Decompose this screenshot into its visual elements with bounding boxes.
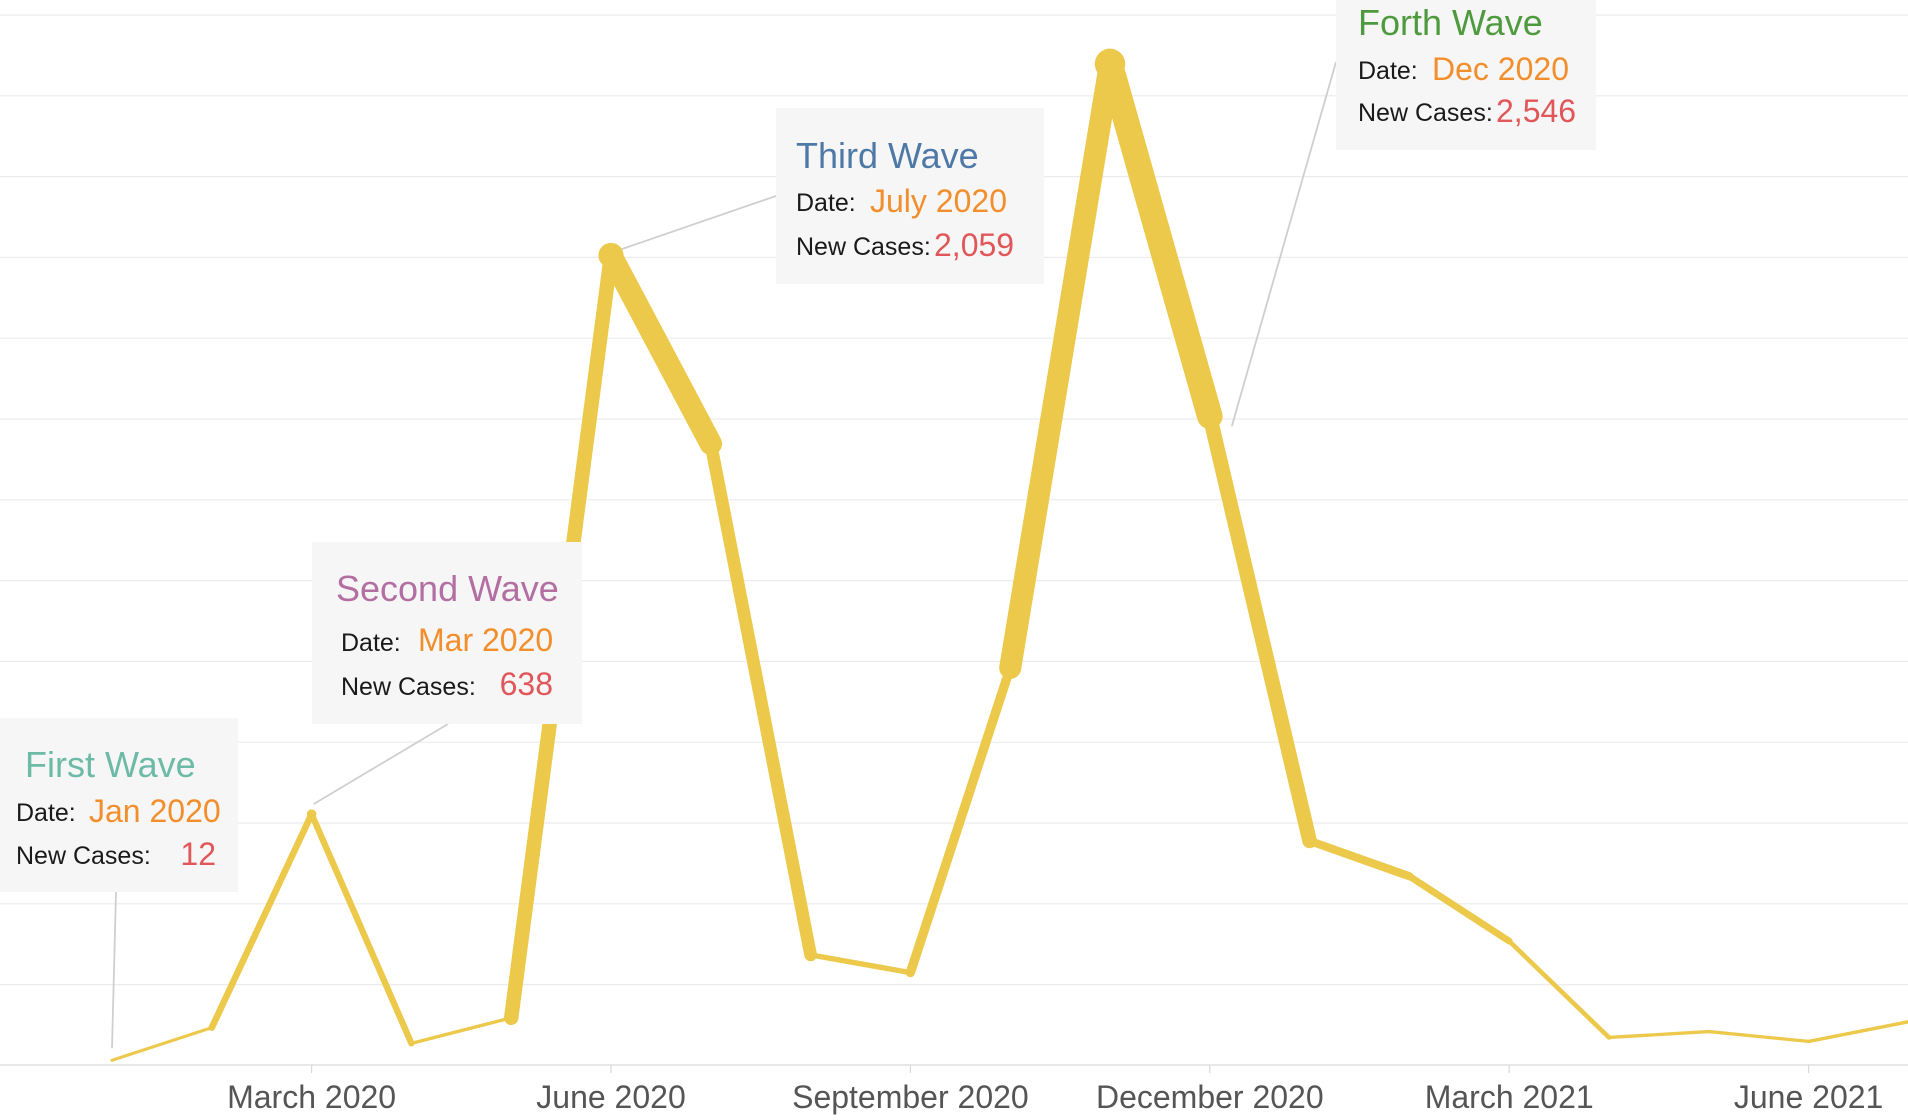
data-point xyxy=(110,1058,114,1062)
series-segment xyxy=(409,1016,513,1046)
data-point xyxy=(807,952,814,958)
annotation-first-wave: First Wave Date: Jan 2020 New Cases: 12 xyxy=(0,718,238,892)
annotation-title: Second Wave xyxy=(336,568,559,609)
data-point xyxy=(509,1015,514,1020)
data-point xyxy=(1607,1035,1611,1040)
x-tick-label: June 2021 xyxy=(1734,1079,1883,1115)
annotation-title: Third Wave xyxy=(796,135,979,176)
data-point xyxy=(1405,872,1414,881)
annotation-forth-wave: Forth Wave Date: Dec 2020 New Cases: 2,5… xyxy=(1336,0,1596,150)
annotation-date-label: Date: xyxy=(796,189,856,217)
x-axis: March 2020 June 2020 September 2020 Decembe… xyxy=(0,1064,1908,1115)
series-segment xyxy=(1506,938,1612,1040)
annotation-cases-label: New Cases: xyxy=(16,842,151,870)
data-point xyxy=(1807,1039,1811,1043)
x-tick-label: June 2020 xyxy=(536,1079,685,1115)
series-segment xyxy=(1806,1020,1908,1044)
annotation-cases-value: 12 xyxy=(180,836,216,872)
annotation-cases-value: 2,059 xyxy=(934,227,1015,263)
annotation-cases-value: 638 xyxy=(499,666,553,702)
x-tick-label: December 2020 xyxy=(1096,1079,1324,1115)
x-tick-label: March 2021 xyxy=(1425,1079,1594,1115)
annotation-date-value: July 2020 xyxy=(870,183,1007,219)
series-segment xyxy=(704,437,817,962)
x-tick-label: September 2020 xyxy=(792,1079,1029,1115)
annotation-leader-line xyxy=(620,195,777,251)
series-segment xyxy=(807,952,914,976)
data-point xyxy=(1305,836,1314,846)
series-segment xyxy=(1607,1029,1711,1040)
annotation-date-label: Date: xyxy=(16,799,76,827)
data-point xyxy=(907,970,913,976)
annotation-title: First Wave xyxy=(25,744,196,785)
annotation-date-label: Date: xyxy=(341,629,401,657)
data-point xyxy=(700,433,721,454)
series-segment xyxy=(1202,408,1317,849)
data-point xyxy=(1094,48,1126,80)
series-segment xyxy=(1707,1029,1811,1044)
annotation-date-value: Dec 2020 xyxy=(1432,51,1569,87)
series-segment xyxy=(208,810,315,1031)
x-tick-label: March 2020 xyxy=(227,1079,396,1115)
data-point xyxy=(1506,938,1513,945)
series-segment xyxy=(999,52,1122,679)
series-segment xyxy=(1305,836,1414,881)
annotation-cases-label: New Cases: xyxy=(1358,99,1493,127)
data-point xyxy=(1707,1029,1711,1034)
annotation-third-wave: Third Wave Date: July 2020 New Cases: 2,… xyxy=(776,108,1044,284)
annotation-leader-line xyxy=(313,723,449,805)
annotation-title: Forth Wave xyxy=(1358,2,1543,43)
series-segment xyxy=(905,663,1015,978)
annotation-cases-label: New Cases: xyxy=(341,673,476,701)
annotation-date-value: Mar 2020 xyxy=(418,622,554,658)
annotation-cases-value: 2,546 xyxy=(1496,93,1577,129)
annotation-second-wave: Second Wave Date: Mar 2020 New Cases: 63… xyxy=(312,542,582,724)
data-point xyxy=(210,1025,214,1030)
annotation-leaders xyxy=(111,61,1337,1049)
series-segment xyxy=(308,810,415,1047)
annotation-leader-line xyxy=(111,891,117,1049)
series-segment xyxy=(110,1026,214,1062)
data-point xyxy=(1199,405,1221,427)
series-segment xyxy=(1097,51,1223,430)
data-point xyxy=(598,242,624,268)
series-segment xyxy=(599,244,723,455)
data-point xyxy=(409,1041,413,1045)
annotation-date-value: Jan 2020 xyxy=(89,793,221,829)
data-point xyxy=(1003,661,1018,675)
data-point xyxy=(306,809,317,819)
annotation-cases-label: New Cases: xyxy=(796,233,931,261)
series-segment xyxy=(1405,872,1513,945)
annotation-date-label: Date: xyxy=(1358,57,1418,85)
annotation-leader-line xyxy=(1230,61,1337,427)
